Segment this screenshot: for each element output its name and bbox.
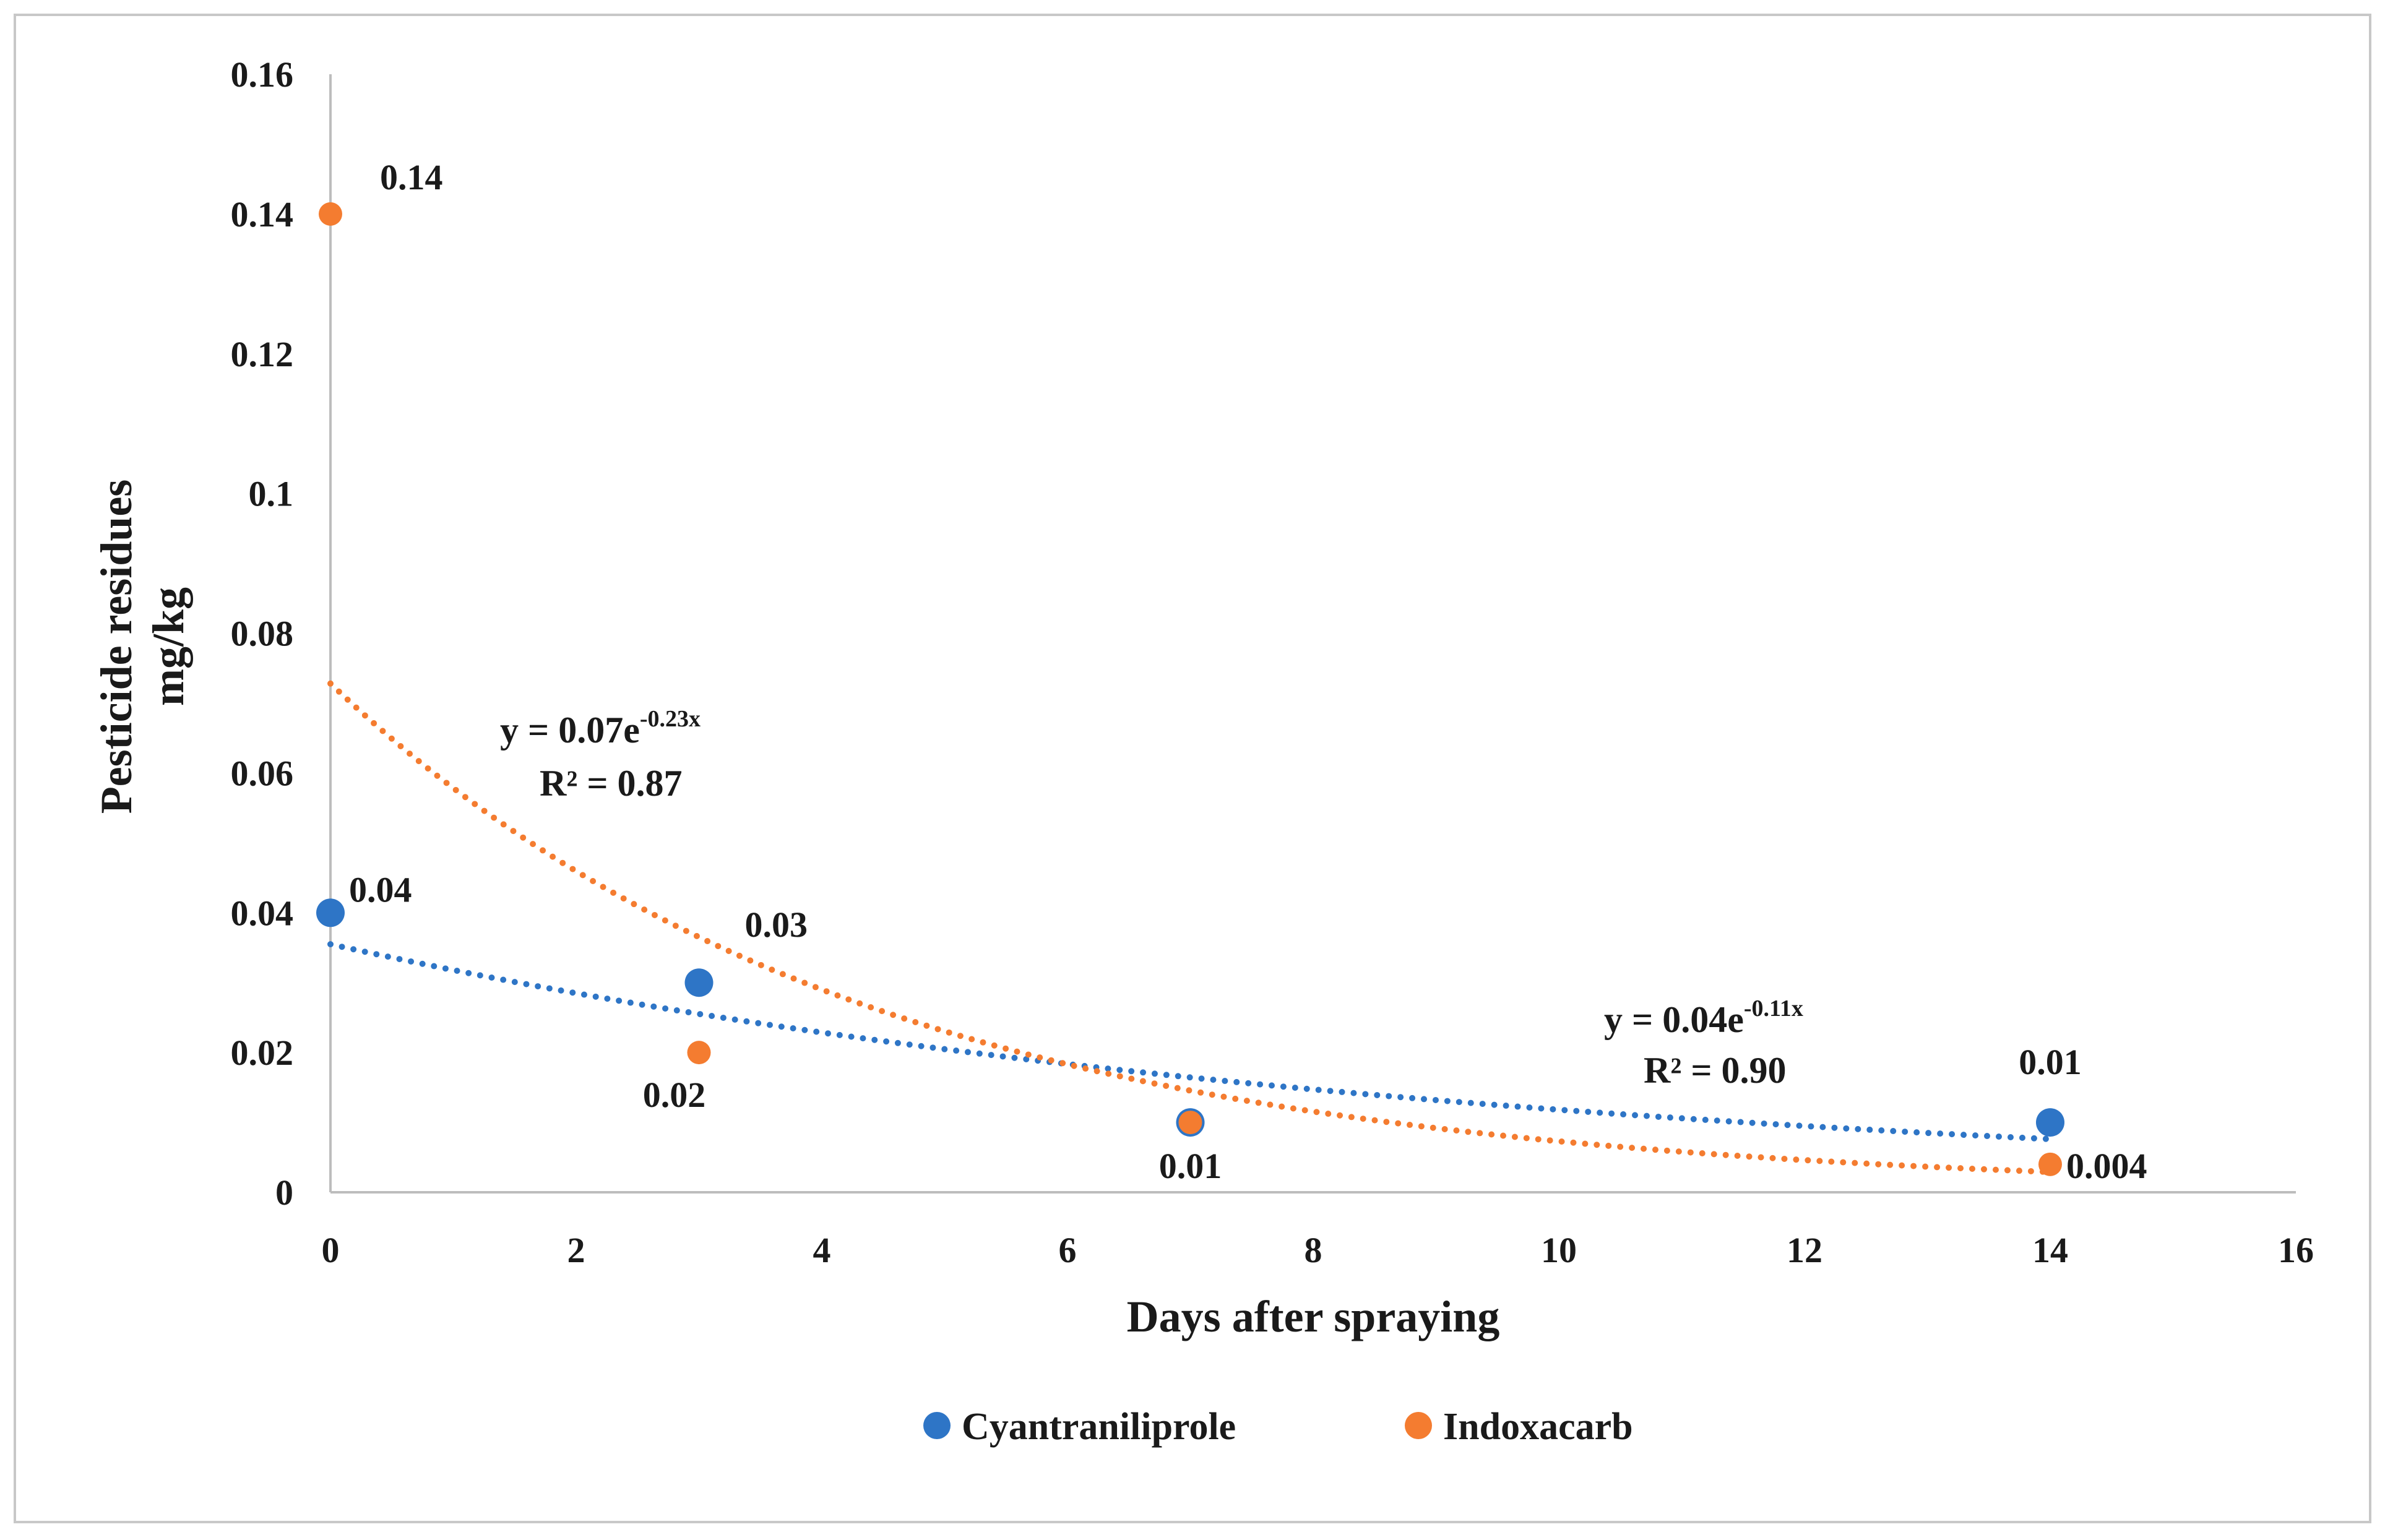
x-tick-label: 12 <box>1787 1230 1822 1270</box>
data-label-cyantraniliprole: 0.04 <box>349 869 412 910</box>
x-tick-label: 16 <box>2278 1230 2314 1270</box>
y-tick-label: 0.08 <box>231 614 294 654</box>
y-axis-title-line2: mg/kg <box>144 587 193 706</box>
y-tick-label: 0.04 <box>231 893 294 933</box>
x-axis-title: Days after spraying <box>1127 1292 1500 1341</box>
x-tick-label: 0 <box>322 1230 340 1270</box>
x-tick-label: 6 <box>1059 1230 1077 1270</box>
equation-cyantraniliprole-exponent: -0.11x <box>1744 996 1803 1022</box>
data-label-indoxacarb: 0.14 <box>380 157 443 197</box>
data-point-indoxacarb <box>319 202 342 226</box>
equation-indoxacarb-exponent: -0.23x <box>640 706 701 732</box>
chart-border <box>14 14 2371 1523</box>
data-point-cyantraniliprole <box>684 968 714 997</box>
trendlines <box>327 680 2053 1176</box>
r2-cyantraniliprole: R² = 0.90 <box>1644 1050 1787 1091</box>
trendline-indoxacarb <box>327 680 2053 1176</box>
y-axis-title-line1: Pesticide residues <box>92 480 141 814</box>
x-tick-label: 14 <box>2032 1230 2068 1270</box>
data-points <box>316 202 2064 1176</box>
legend-marker-indoxacarb <box>1405 1412 1432 1439</box>
x-axis-ticks: 0 2 4 6 8 10 12 14 16 <box>322 1230 2314 1270</box>
x-tick-label: 4 <box>813 1230 831 1270</box>
equation-cyantraniliprole-base: y = 0.04e <box>1604 999 1744 1040</box>
y-axis-title: Pesticide residues mg/kg <box>92 480 193 814</box>
y-tick-label: 0.06 <box>231 753 294 793</box>
y-tick-label: 0.14 <box>231 194 294 234</box>
data-point-indoxacarb <box>1178 1111 1202 1135</box>
legend: Cyantraniliprole Indoxacarb <box>923 1406 1633 1448</box>
y-tick-label: 0.12 <box>231 334 294 374</box>
x-tick-label: 8 <box>1305 1230 1322 1270</box>
legend-marker-cyantraniliprole <box>923 1412 951 1439</box>
legend-label-cyantraniliprole: Cyantraniliprole <box>962 1406 1236 1448</box>
data-point-cyantraniliprole <box>2036 1108 2064 1137</box>
data-labels: 0.04 0.03 0.01 0.01 0.14 0.02 0.004 <box>349 157 2147 1186</box>
y-tick-label: 0.02 <box>231 1033 294 1073</box>
y-tick-label: 0.1 <box>249 474 294 514</box>
x-tick-label: 10 <box>1541 1230 1577 1270</box>
x-tick-label: 2 <box>567 1230 585 1270</box>
trendline-cyantraniliprole <box>327 941 2053 1142</box>
r2-indoxacarb: R² = 0.87 <box>540 763 683 804</box>
data-point-cyantraniliprole <box>316 898 345 927</box>
equation-indoxacarb-base: y = 0.07e <box>500 710 640 751</box>
legend-label-indoxacarb: Indoxacarb <box>1443 1406 1633 1448</box>
data-label-cyantraniliprole: 0.01 <box>2019 1042 2082 1082</box>
data-label-indoxacarb: 0.02 <box>643 1075 706 1115</box>
y-axis-ticks: 0 0.02 0.04 0.06 0.08 0.1 0.12 0.14 0.16 <box>231 54 294 1213</box>
y-tick-label: 0 <box>275 1172 293 1213</box>
data-label-cyantraniliprole: 0.01 <box>1159 1146 1222 1186</box>
equation-cyantraniliprole: y = 0.04e-0.11x <box>1604 996 1803 1040</box>
data-point-indoxacarb <box>687 1041 711 1065</box>
equation-indoxacarb: y = 0.07e-0.23x <box>500 706 701 751</box>
data-label-cyantraniliprole: 0.03 <box>745 905 808 945</box>
y-tick-label: 0.16 <box>231 54 294 95</box>
data-point-indoxacarb <box>2038 1152 2062 1176</box>
data-label-indoxacarb: 0.004 <box>2066 1146 2147 1186</box>
